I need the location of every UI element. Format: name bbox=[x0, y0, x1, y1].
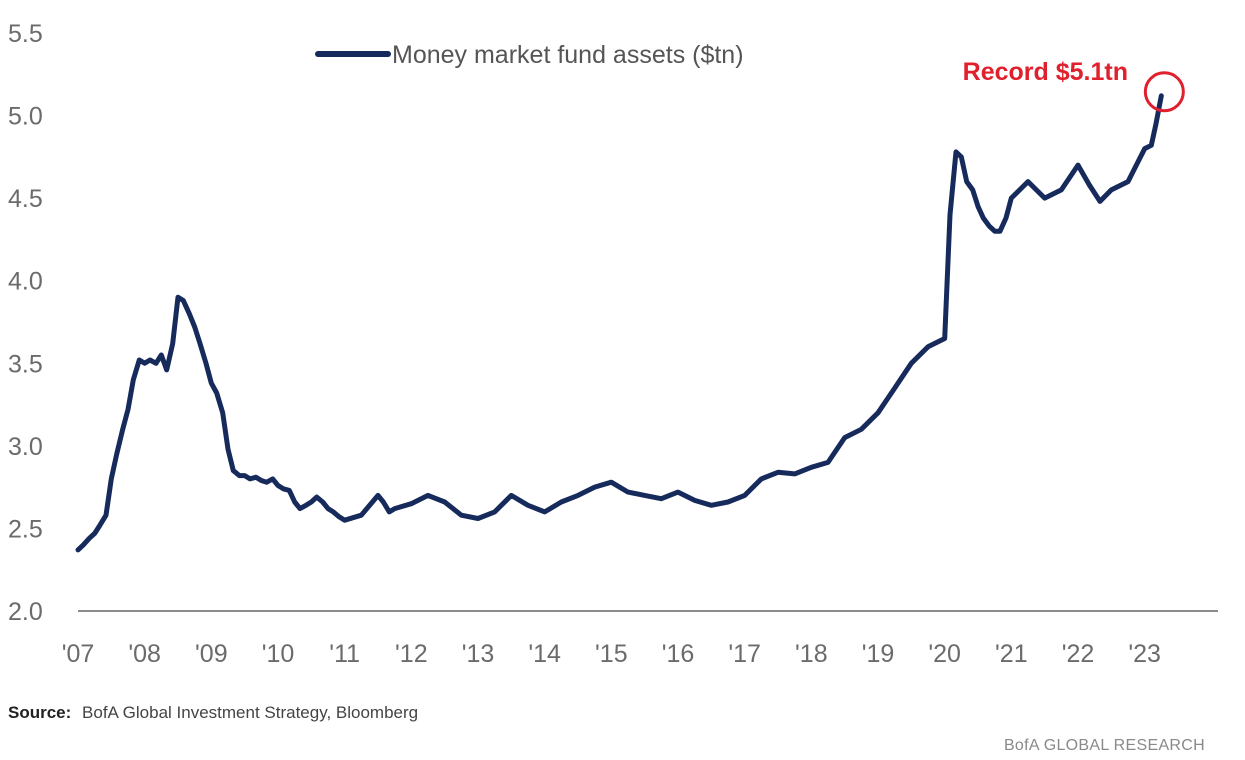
line-chart: 2.0 2.5 3.0 3.5 4.0 4.5 5.0 5.5 '07 '08 '09 '10 '11… bbox=[8, 20, 1218, 668]
source-note: Source: BofA Global Investment Strategy,… bbox=[8, 703, 418, 723]
y-tick-label: 5.5 bbox=[8, 20, 43, 48]
x-tick-label: '14 bbox=[528, 640, 561, 668]
x-tick-label: '23 bbox=[1128, 640, 1161, 668]
y-tick-label: 4.0 bbox=[8, 268, 43, 296]
y-tick-label: 3.0 bbox=[8, 433, 43, 461]
x-tick-label: '22 bbox=[1062, 640, 1095, 668]
x-tick-label: '20 bbox=[928, 640, 961, 668]
source-text: BofA Global Investment Strategy, Bloombe… bbox=[82, 703, 419, 722]
x-tick-label: '16 bbox=[662, 640, 695, 668]
source-key: Source: bbox=[8, 703, 72, 722]
x-tick-label: '10 bbox=[262, 640, 295, 668]
x-tick-label: '21 bbox=[995, 640, 1028, 668]
x-tick-label: '12 bbox=[395, 640, 428, 668]
y-tick-label: 5.0 bbox=[8, 103, 43, 131]
record-highlight-circle bbox=[1143, 71, 1185, 113]
x-tick-label: '13 bbox=[462, 640, 495, 668]
y-tick-label: 2.5 bbox=[8, 515, 43, 543]
legend-label: Money market fund assets ($tn) bbox=[392, 41, 744, 69]
y-tick-label: 4.5 bbox=[8, 185, 43, 213]
record-annotation: Record $5.1tn bbox=[963, 58, 1128, 86]
x-tick-label: '11 bbox=[329, 640, 360, 668]
x-tick-label: '08 bbox=[128, 640, 161, 668]
x-tick-label: '07 bbox=[62, 640, 95, 668]
brand-label: BofA GLOBAL RESEARCH bbox=[1003, 737, 1205, 754]
series-line-money-market-fund-assets bbox=[75, 93, 1164, 553]
y-tick-label: 2.0 bbox=[8, 598, 43, 626]
x-tick-label: '18 bbox=[795, 640, 828, 668]
legend: Money market fund assets ($tn) bbox=[315, 41, 744, 69]
x-tick-label: '15 bbox=[595, 640, 628, 668]
y-axis: 2.0 2.5 3.0 3.5 4.0 4.5 5.0 5.5 bbox=[8, 20, 43, 626]
x-tick-label: '09 bbox=[195, 640, 228, 668]
x-tick-label: '17 bbox=[728, 640, 761, 668]
y-tick-label: 3.5 bbox=[8, 350, 43, 378]
x-axis: '07 '08 '09 '10 '11 '12 '13 '14 '15 '16 '17 '18 '19 '… bbox=[62, 640, 1161, 668]
x-tick-label: '19 bbox=[862, 640, 895, 668]
